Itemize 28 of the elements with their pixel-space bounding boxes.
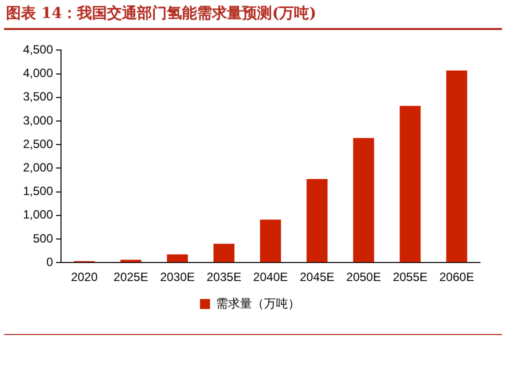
x-tick-label: 2030E — [160, 270, 195, 284]
y-tick-label: 3,500 — [23, 90, 54, 104]
y-tick-label: 500 — [33, 231, 54, 246]
x-tick-label: 2045E — [300, 270, 334, 284]
chart-title: 图表 14：我国交通部门氢能需求量预测(万吨) — [6, 4, 316, 23]
bar — [353, 138, 374, 262]
bar — [446, 70, 468, 262]
x-tick-label: 2035E — [206, 270, 242, 284]
x-tick-label: 2020 — [70, 270, 98, 284]
bar — [260, 220, 281, 262]
x-tick-label: 2055E — [392, 270, 428, 284]
bar — [306, 179, 328, 262]
bar — [213, 244, 234, 262]
y-tick-label: 3,000 — [23, 113, 54, 128]
x-tick-label: 2050E — [346, 270, 381, 284]
bar — [166, 254, 188, 262]
x-tick-label: 2040E — [253, 270, 288, 284]
y-tick-label: 0 — [46, 254, 54, 269]
y-tick-label: 1,500 — [23, 184, 54, 198]
y-tick-label: 1,000 — [23, 208, 54, 222]
y-tick-label: 4,000 — [23, 66, 54, 80]
x-tick-label: 2060E — [439, 270, 474, 284]
bar — [400, 106, 421, 262]
y-tick-label: 2,000 — [23, 160, 54, 175]
x-tick-label: 2025E — [114, 270, 148, 284]
y-tick-label: 2,500 — [23, 136, 54, 151]
y-tick-label: 4,500 — [23, 42, 54, 57]
legend-label: 需求量（万吨） — [216, 296, 300, 310]
